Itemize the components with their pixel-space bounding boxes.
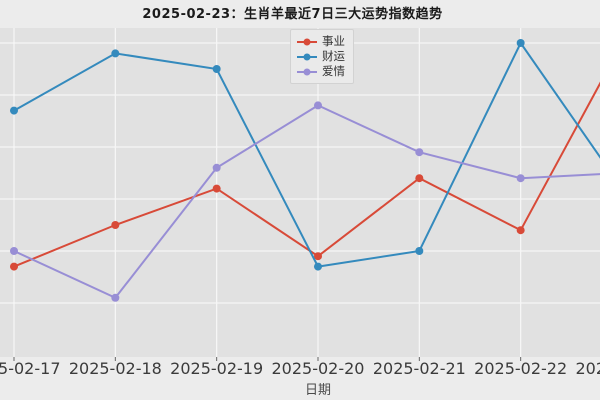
legend-dot-career (303, 38, 311, 45)
love-data-point (10, 247, 18, 255)
wealth-data-point (516, 39, 525, 47)
love-data-point (212, 163, 221, 172)
x-axis-title: 日期 (304, 383, 332, 398)
love-line (13, 104, 600, 300)
legend-label-career: 事业 (322, 33, 345, 48)
legend-dot-love (303, 68, 311, 75)
axis-tick-layer (13, 357, 522, 361)
legend-marker-wealth (297, 53, 317, 60)
love-data-point (313, 101, 322, 110)
x-tick-label: 2025-02-18 (68, 359, 162, 378)
legend-label-wealth: 财运 (322, 48, 345, 63)
legend-label-love: 爱情 (322, 63, 345, 78)
career-data-point (212, 184, 221, 193)
career-data-point (10, 262, 18, 271)
wealth-data-point (10, 106, 18, 115)
legend: 事业 财运 爱情 (290, 29, 354, 84)
career-data-point (111, 221, 120, 229)
x-tick-label: 2025-02-19 (170, 359, 264, 378)
career-data-point (516, 226, 525, 235)
love-data-point (516, 174, 525, 183)
legend-item-love: 爱情 (297, 64, 345, 79)
legend-marker-career (297, 38, 317, 45)
love-data-point (111, 293, 120, 302)
career-data-point (313, 252, 322, 261)
series-layer (10, 39, 600, 302)
wealth-data-point (415, 247, 424, 255)
wealth-data-point (212, 65, 221, 73)
love-data-point (415, 148, 424, 157)
x-tick-label: 2025-02-17 (0, 359, 61, 378)
legend-item-career: 事业 (297, 34, 345, 49)
x-tick-label: 2025-02-21 (372, 359, 466, 378)
chart-title: 2025-02-23：生肖羊最近7日三大运势指数趋势 (142, 7, 443, 22)
wealth-data-point (111, 49, 120, 58)
legend-marker-love (297, 68, 317, 75)
legend-dot-wealth (303, 53, 311, 60)
x-tick-label: 2025-02-22 (474, 359, 568, 378)
x-tick-label: 2025-02-20 (271, 359, 365, 378)
legend-item-wealth: 财运 (297, 49, 345, 64)
wealth-data-point (313, 262, 322, 271)
career-data-point (415, 174, 424, 183)
x-tick-label: 2025-02-23 (575, 359, 600, 378)
